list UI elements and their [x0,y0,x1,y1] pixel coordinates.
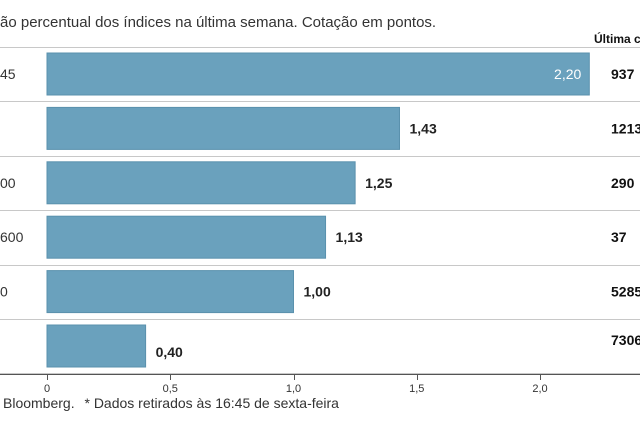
bar-value-label: 2,20 [554,66,581,82]
x-tick-label: 1,5 [409,383,424,395]
x-tick-label: 2,0 [532,383,547,395]
bar-value-label: 0,40 [156,344,183,360]
last-quote-value: 5285 [611,284,640,300]
bar [46,215,327,259]
x-tick-label: 0,5 [163,383,178,395]
bar-value-label: 1,13 [336,229,363,245]
footnote-text: * Dados retirados às 16:45 de sexta-feir… [84,395,339,411]
x-tick-label: 0 [44,383,50,395]
category-label: 45 [0,66,16,82]
category-label: 00 [0,175,16,191]
last-quote-value: 937 [611,66,635,82]
bar [46,270,294,314]
x-tick-label: 1,0 [286,383,301,395]
bar [46,161,356,205]
last-quote-value: 7306 [611,332,640,348]
category-label: 600 [0,229,24,245]
bar [46,52,590,96]
last-quote-value: 290 [611,175,635,191]
chart-footer: Bloomberg. * Dados retirados às 16:45 de… [3,395,345,411]
last-quote-header: Última c [594,32,640,46]
category-label: 0 [0,284,8,300]
bar-value-label: 1,43 [409,120,436,136]
bar-value-label: 1,00 [304,284,331,300]
bar-value-label: 1,25 [365,175,392,191]
last-quote-value: 37 [611,229,627,245]
source-text: Bloomberg. [3,395,75,411]
chart-subtitle: ão percentual dos índices na última sema… [0,14,437,31]
bar [46,324,147,368]
bar [46,106,400,150]
